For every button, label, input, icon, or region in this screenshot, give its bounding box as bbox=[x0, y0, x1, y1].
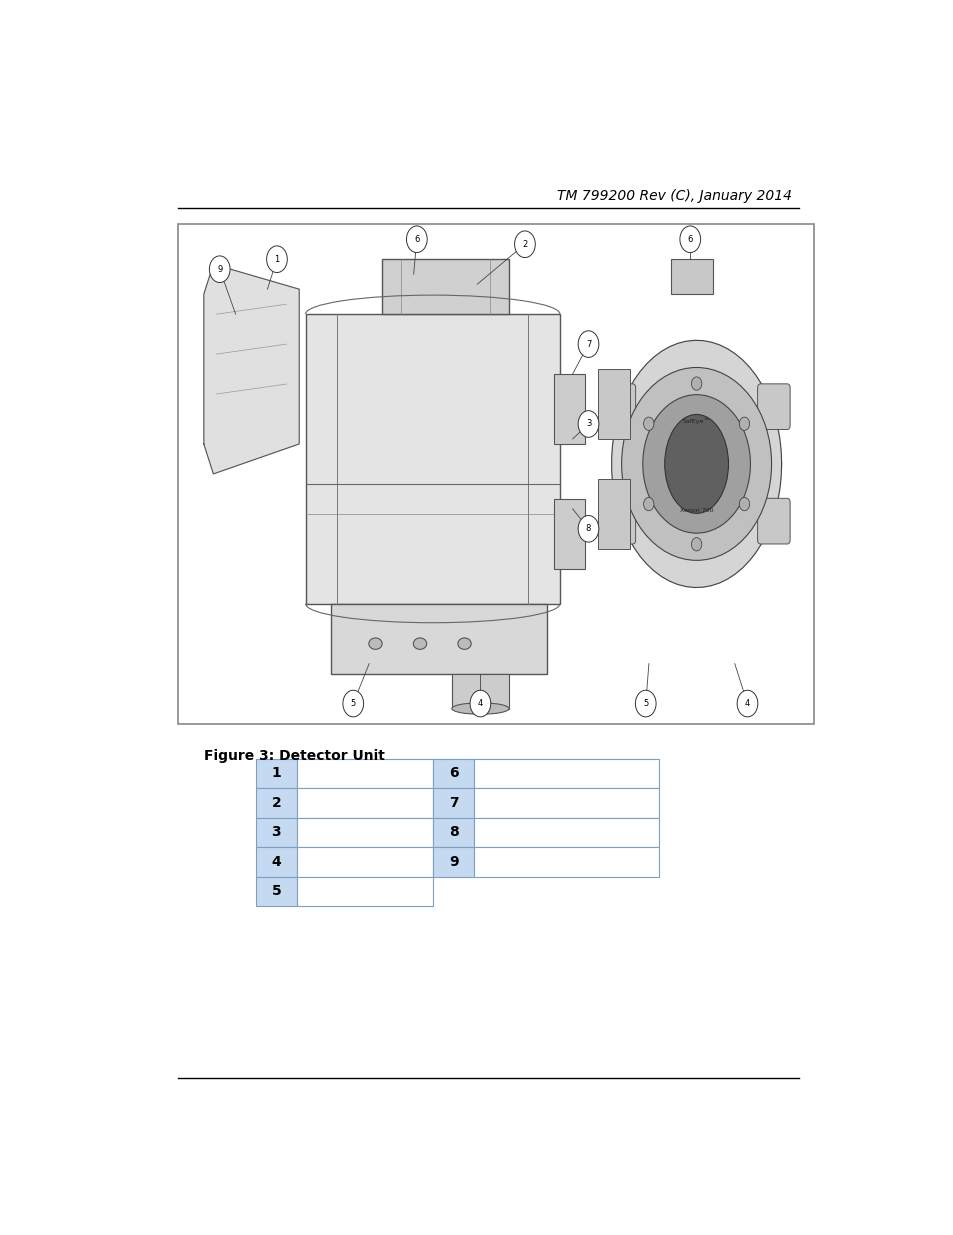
Circle shape bbox=[643, 417, 653, 430]
Circle shape bbox=[737, 690, 757, 716]
Text: 1: 1 bbox=[272, 767, 281, 781]
Bar bbox=[433, 758, 474, 788]
Circle shape bbox=[514, 231, 535, 258]
Bar bbox=[474, 758, 659, 788]
Bar bbox=[452, 673, 509, 709]
Bar bbox=[553, 499, 585, 569]
Bar bbox=[255, 847, 296, 877]
Circle shape bbox=[642, 395, 750, 534]
FancyBboxPatch shape bbox=[757, 384, 789, 430]
Text: 7: 7 bbox=[585, 340, 591, 348]
Circle shape bbox=[691, 377, 701, 390]
Circle shape bbox=[643, 498, 653, 511]
Bar bbox=[474, 847, 659, 877]
Bar bbox=[474, 818, 659, 847]
Text: 4: 4 bbox=[272, 855, 281, 869]
Circle shape bbox=[578, 515, 598, 542]
Bar bbox=[553, 374, 585, 443]
Ellipse shape bbox=[413, 638, 426, 650]
Text: 7: 7 bbox=[449, 795, 458, 810]
Text: 4: 4 bbox=[477, 699, 482, 708]
Bar bbox=[296, 788, 433, 818]
Bar bbox=[671, 259, 712, 294]
Bar bbox=[381, 259, 509, 314]
Text: 4: 4 bbox=[744, 699, 749, 708]
Circle shape bbox=[578, 411, 598, 437]
Text: 8: 8 bbox=[585, 525, 591, 534]
Bar bbox=[255, 788, 296, 818]
Circle shape bbox=[739, 417, 749, 430]
Ellipse shape bbox=[369, 638, 382, 650]
Polygon shape bbox=[204, 264, 299, 474]
Bar bbox=[331, 604, 547, 673]
Circle shape bbox=[342, 690, 363, 716]
Text: 8: 8 bbox=[449, 825, 458, 840]
Text: Figure 3: Detector Unit: Figure 3: Detector Unit bbox=[204, 750, 385, 763]
Bar bbox=[598, 369, 629, 438]
Text: 3: 3 bbox=[585, 420, 591, 429]
Text: 1: 1 bbox=[274, 254, 279, 264]
Text: 2: 2 bbox=[272, 795, 281, 810]
Circle shape bbox=[406, 226, 427, 253]
Circle shape bbox=[621, 368, 771, 561]
Bar bbox=[255, 877, 296, 906]
Bar bbox=[296, 877, 433, 906]
FancyBboxPatch shape bbox=[602, 384, 635, 430]
Bar bbox=[433, 788, 474, 818]
Text: 3: 3 bbox=[272, 825, 281, 840]
Text: 5: 5 bbox=[272, 884, 281, 898]
Ellipse shape bbox=[664, 415, 728, 514]
Bar bbox=[305, 314, 559, 604]
Text: 6: 6 bbox=[687, 235, 692, 243]
FancyBboxPatch shape bbox=[757, 499, 789, 543]
Polygon shape bbox=[611, 341, 781, 588]
Bar bbox=[296, 847, 433, 877]
Circle shape bbox=[266, 246, 287, 273]
Bar bbox=[296, 818, 433, 847]
Text: 5: 5 bbox=[351, 699, 355, 708]
Circle shape bbox=[635, 690, 656, 716]
Text: TM 799200 Rev (C), January 2014: TM 799200 Rev (C), January 2014 bbox=[557, 189, 791, 203]
Bar bbox=[296, 758, 433, 788]
Bar bbox=[433, 847, 474, 877]
Bar bbox=[178, 225, 813, 724]
Text: 5: 5 bbox=[642, 699, 648, 708]
Text: Xenon 700: Xenon 700 bbox=[679, 509, 713, 514]
Text: 6: 6 bbox=[449, 767, 458, 781]
Ellipse shape bbox=[452, 703, 509, 714]
Text: 2: 2 bbox=[521, 240, 527, 248]
Text: 9: 9 bbox=[217, 264, 222, 274]
Circle shape bbox=[739, 498, 749, 511]
Circle shape bbox=[578, 331, 598, 357]
Text: 6: 6 bbox=[414, 235, 419, 243]
Circle shape bbox=[691, 537, 701, 551]
Text: 9: 9 bbox=[449, 855, 458, 869]
Bar bbox=[255, 758, 296, 788]
Bar bbox=[255, 818, 296, 847]
Bar bbox=[433, 818, 474, 847]
Bar bbox=[598, 479, 629, 548]
Bar bbox=[474, 788, 659, 818]
Circle shape bbox=[209, 256, 230, 283]
Text: SafEye™: SafEye™ bbox=[682, 417, 710, 424]
Circle shape bbox=[679, 226, 700, 253]
Ellipse shape bbox=[457, 638, 471, 650]
FancyBboxPatch shape bbox=[602, 499, 635, 543]
Circle shape bbox=[470, 690, 490, 716]
